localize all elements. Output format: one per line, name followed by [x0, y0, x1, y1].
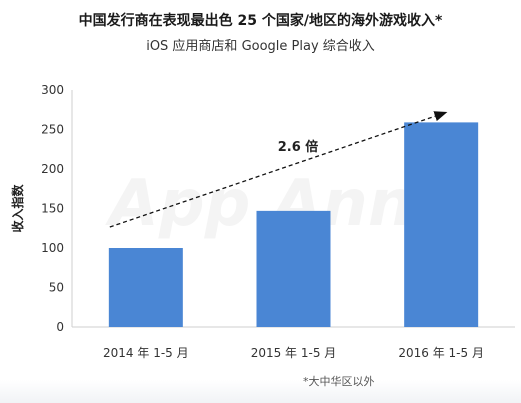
chart-title: 中国发行商在表现最出色 25 个国家/地区的海外游戏收入* [78, 13, 443, 29]
bar [256, 210, 331, 327]
y-tick-label: 100 [41, 241, 64, 255]
bar [108, 248, 183, 327]
x-tick-label: 2015 年 1-5 月 [251, 346, 337, 360]
y-tick-label: 0 [56, 320, 64, 334]
y-tick-label: 300 [41, 83, 64, 97]
y-tick-label: 250 [41, 123, 64, 137]
chart-footnote: *大中华区以外 [303, 375, 375, 388]
x-tick-label: 2016 年 1-5 月 [398, 346, 484, 360]
bar [404, 122, 479, 327]
y-tick-label: 200 [41, 162, 64, 176]
growth-annotation: 2.6 倍 [278, 139, 319, 155]
chart-subtitle: iOS 应用商店和 Google Play 综合收入 [146, 39, 375, 54]
x-tick-label: 2014 年 1-5 月 [103, 346, 189, 360]
y-tick-label: 150 [41, 202, 64, 216]
trend-arrow [109, 111, 448, 228]
bottom-floor [0, 380, 521, 403]
y-tick-label: 50 [49, 281, 64, 295]
y-axis-label: 收入指数 [10, 184, 25, 233]
